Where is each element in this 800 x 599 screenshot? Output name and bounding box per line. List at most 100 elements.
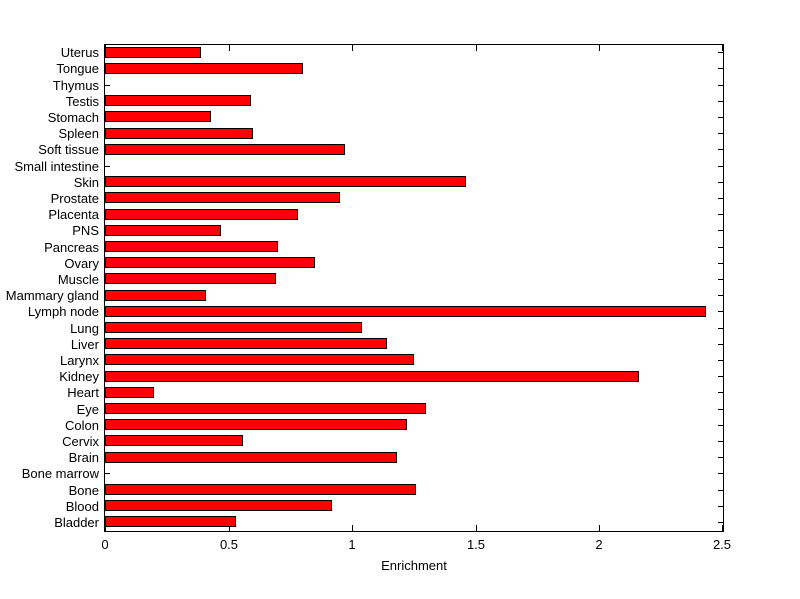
bar-bone	[105, 484, 416, 495]
x-tick-bottom	[105, 525, 106, 531]
y-tick-right	[718, 133, 723, 134]
x-tick-top	[722, 45, 723, 51]
bar-kidney	[105, 371, 639, 382]
y-label-bladder: Bladder	[54, 515, 99, 530]
y-tick-right	[718, 263, 723, 264]
y-label-placenta: Placenta	[48, 207, 99, 222]
y-label-skin: Skin	[73, 175, 99, 190]
bar-ovary	[105, 257, 315, 268]
y-tick-right	[718, 182, 723, 183]
y-tick-left	[105, 473, 110, 474]
y-tick-right	[718, 360, 723, 361]
y-label-ovary: Ovary	[64, 256, 99, 271]
bar-cervix	[105, 435, 243, 446]
y-label-bone: Bone	[68, 483, 99, 498]
y-label-cervix: Cervix	[62, 434, 99, 449]
bar-muscle	[105, 273, 276, 284]
y-tick-right	[718, 328, 723, 329]
x-tick-label: 0	[101, 537, 109, 552]
y-tick-right	[718, 52, 723, 53]
y-label-soft-tissue: Soft tissue	[38, 142, 99, 157]
y-tick-right	[718, 376, 723, 377]
bar-blood	[105, 500, 332, 511]
y-tick-right	[718, 473, 723, 474]
y-label-heart: Heart	[67, 385, 99, 400]
y-tick-right	[718, 344, 723, 345]
y-label-mammary-gland: Mammary gland	[5, 288, 99, 303]
y-tick-right	[718, 214, 723, 215]
bar-pns	[105, 225, 221, 236]
x-tick-bottom	[476, 525, 477, 531]
bar-prostate	[105, 192, 340, 203]
y-tick-right	[718, 117, 723, 118]
y-label-stomach: Stomach	[47, 110, 99, 125]
y-tick-right	[718, 101, 723, 102]
y-tick-right	[718, 85, 723, 86]
x-tick-label: 2.5	[712, 537, 732, 552]
y-label-larynx: Larynx	[59, 353, 99, 368]
y-tick-right	[718, 522, 723, 523]
y-label-bone-marrow: Bone marrow	[21, 466, 99, 481]
x-tick-top	[476, 45, 477, 51]
bar-tongue	[105, 63, 303, 74]
y-tick-left	[105, 85, 110, 86]
bar-lung	[105, 322, 362, 333]
bar-eye	[105, 403, 426, 414]
bar-colon	[105, 419, 407, 430]
y-tick-right	[718, 425, 723, 426]
x-tick-bottom	[722, 525, 723, 531]
y-tick-right	[718, 198, 723, 199]
y-label-eye: Eye	[76, 402, 99, 417]
bar-uterus	[105, 47, 201, 58]
y-label-kidney: Kidney	[59, 369, 99, 384]
y-tick-right	[718, 166, 723, 167]
bar-brain	[105, 452, 397, 463]
bar-mammary-gland	[105, 290, 206, 301]
y-tick-right	[718, 490, 723, 491]
y-label-spleen: Spleen	[58, 126, 99, 141]
y-label-tongue: Tongue	[56, 61, 99, 76]
x-tick-bottom	[229, 525, 230, 531]
x-tick-bottom	[352, 525, 353, 531]
y-label-lung: Lung	[70, 321, 99, 336]
y-label-thymus: Thymus	[52, 78, 99, 93]
y-label-small-intestine: Small intestine	[14, 159, 99, 174]
x-tick-label: 0.5	[219, 537, 239, 552]
x-tick-label: 1.5	[466, 537, 486, 552]
y-tick-right	[718, 295, 723, 296]
bar-placenta	[105, 209, 298, 220]
x-axis-label: Enrichment	[381, 558, 447, 573]
y-tick-right	[718, 149, 723, 150]
y-label-pns: PNS	[72, 223, 99, 238]
y-tick-right	[718, 247, 723, 248]
x-tick-top	[229, 45, 230, 51]
y-tick-right	[718, 392, 723, 393]
plot-area	[104, 44, 724, 532]
y-label-prostate: Prostate	[50, 191, 99, 206]
bar-larynx	[105, 354, 414, 365]
bar-skin	[105, 176, 466, 187]
bar-testis	[105, 95, 251, 106]
y-label-brain: Brain	[68, 450, 99, 465]
bar-spleen	[105, 128, 253, 139]
y-axis-labels: Uterus Tongue Thymus Testis Stomach Spleen Sof…	[0, 45, 99, 531]
x-tick-label: 2	[595, 537, 603, 552]
y-tick-right	[718, 311, 723, 312]
x-tick-bottom	[599, 525, 600, 531]
bar-liver	[105, 338, 387, 349]
bar-stomach	[105, 111, 211, 122]
y-label-pancreas: Pancreas	[44, 240, 99, 255]
y-tick-right	[718, 441, 723, 442]
y-label-lymph-node: Lymph node	[27, 304, 99, 319]
y-tick-right	[718, 230, 723, 231]
x-tick-label: 1	[348, 537, 356, 552]
bar-soft-tissue	[105, 144, 345, 155]
bar-heart	[105, 387, 154, 398]
x-tick-top	[352, 45, 353, 51]
y-label-muscle: Muscle	[57, 272, 99, 287]
y-tick-right	[718, 506, 723, 507]
y-tick-right	[718, 279, 723, 280]
bar-lymph-node	[105, 306, 706, 317]
bar-pancreas	[105, 241, 278, 252]
